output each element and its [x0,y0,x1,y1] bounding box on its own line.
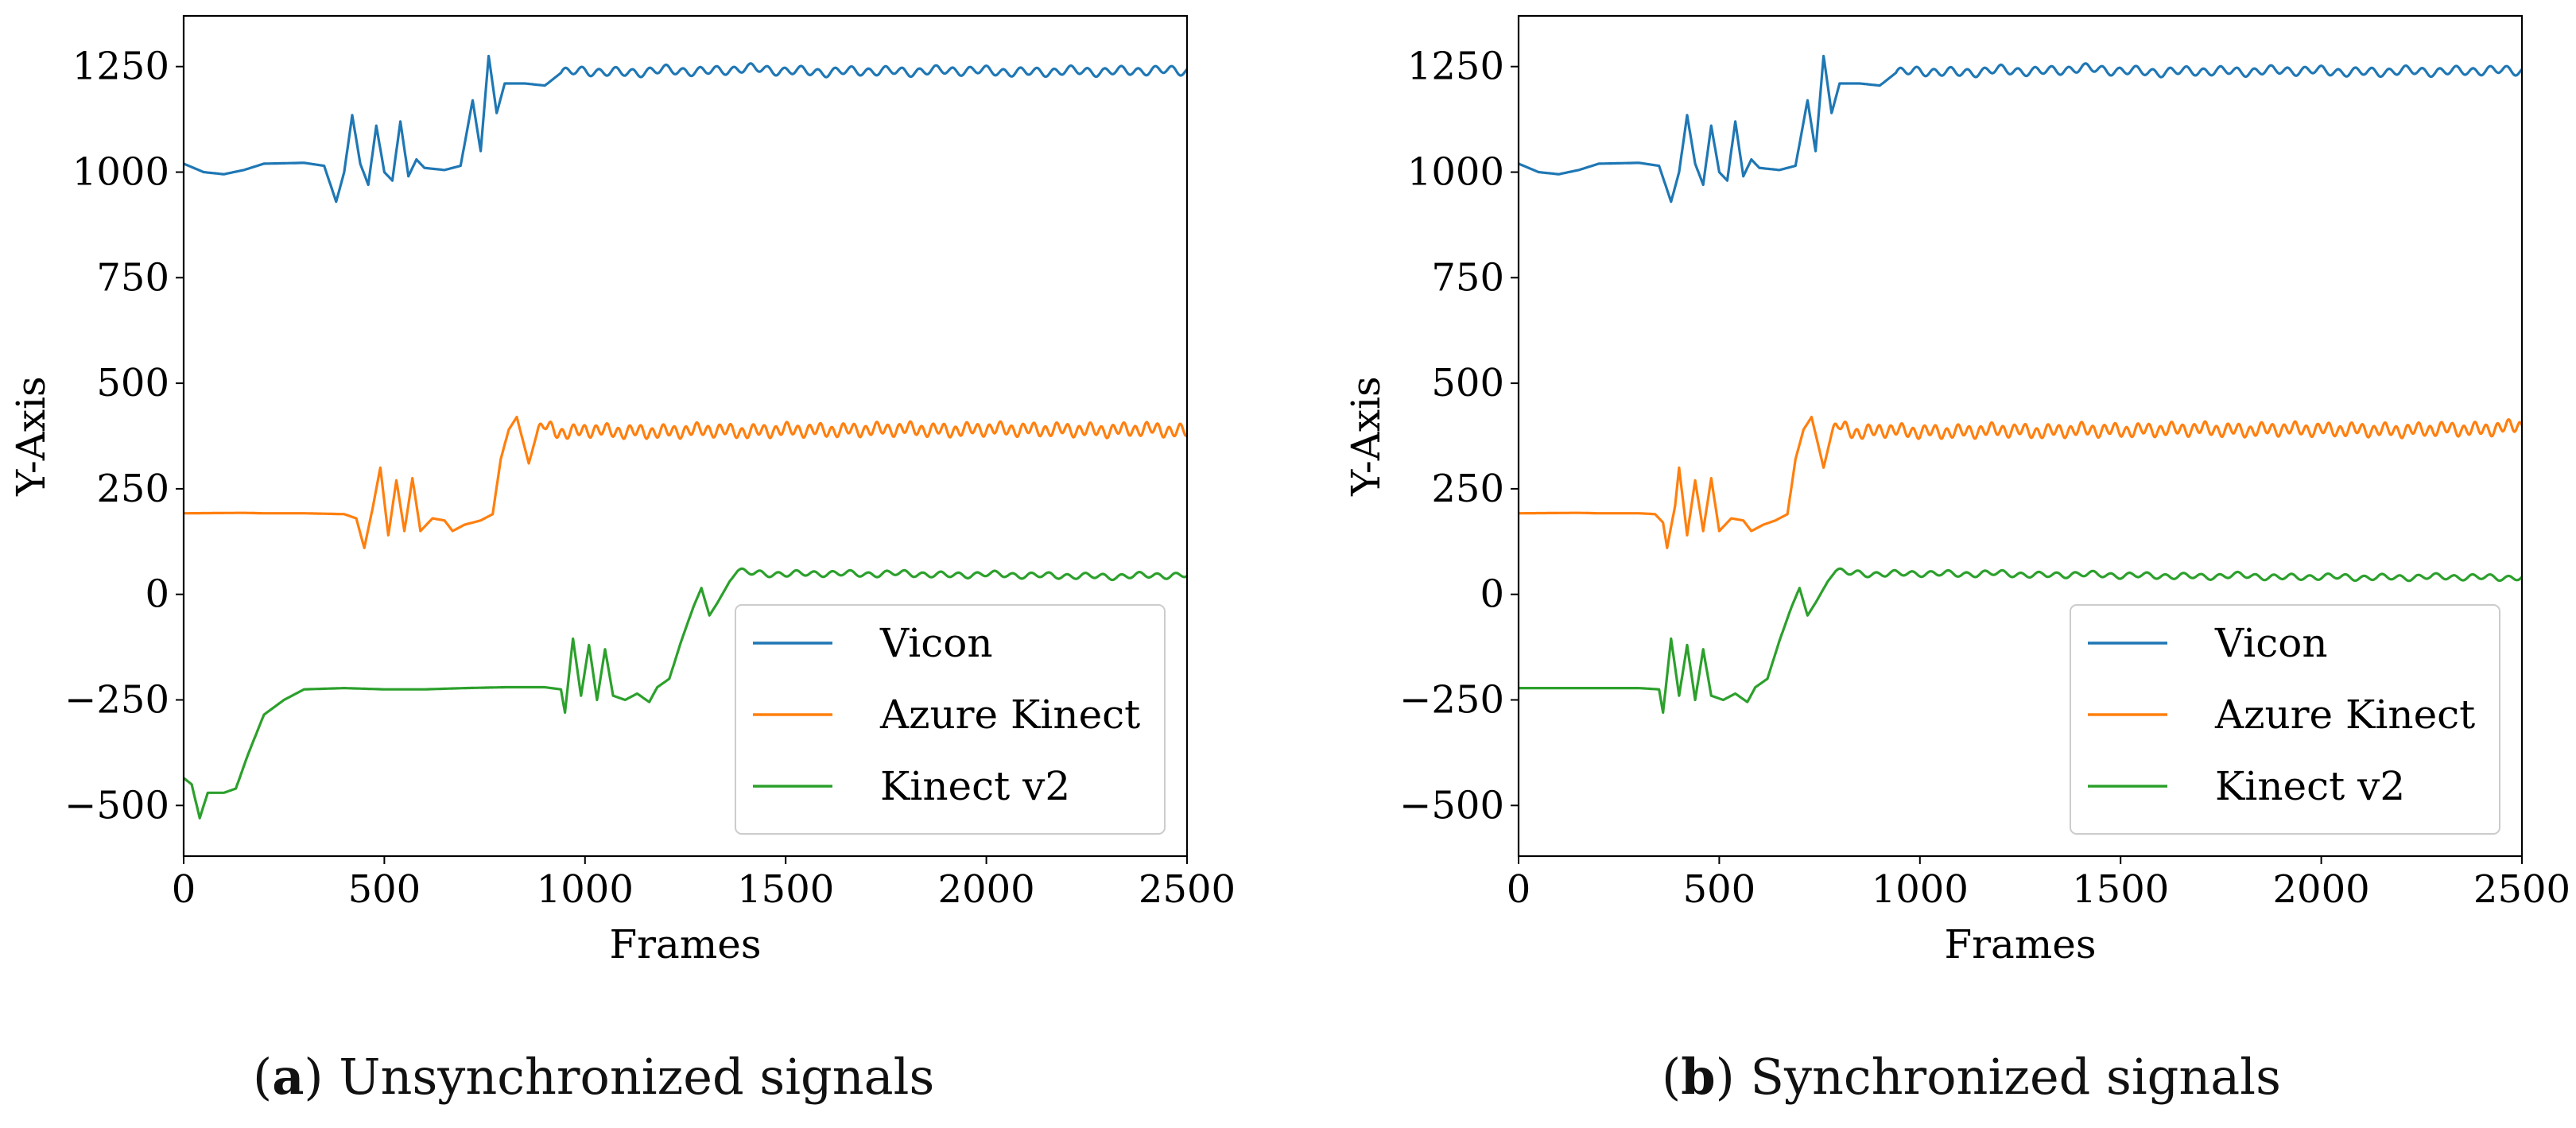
x-tick-label: 2000 [938,867,1035,912]
legend: Vicon Azure Kinect Kinect v2 [2070,604,2500,835]
x-tick-label: 1500 [737,867,834,912]
y-tick-label: 1000 [72,150,169,195]
series-line-kinect-v2 [184,567,1187,820]
chart-panel-b: 0 500 1000 1500 2000 2500 −500 −250 0 250 500 750 10… [1343,14,2570,967]
legend-label: Kinect v2 [880,763,1070,809]
y-tick-label: −250 [1399,677,1504,722]
series-line-azure-kinect [184,416,1187,549]
y-tick-label: −250 [64,677,169,722]
x-axis-label: Frames [1944,921,2096,967]
x-tick-label: 2500 [2473,867,2570,912]
x-tick-label: 500 [348,867,421,912]
caption-a-text: Unsynchronized signals [339,1048,935,1106]
x-tick-label: 1000 [1872,867,1969,912]
x-tick-label: 500 [1683,867,1756,912]
legend: Vicon Azure Kinect Kinect v2 [735,604,1166,835]
y-tick-label: 750 [96,255,169,300]
x-tick-label: 2000 [2273,867,2370,912]
y-tick-label: 1250 [72,45,169,89]
y-tick-label: −500 [64,783,169,828]
x-tick-label: 0 [172,867,196,912]
y-tick-label: 500 [1431,361,1504,405]
legend-label: Azure Kinect [879,692,1140,738]
x-tick-label: 1500 [2072,867,2169,912]
y-tick-label: 750 [1431,255,1504,300]
legend-label: Azure Kinect [2214,692,2475,738]
chart-panel-a: 0 500 1000 1500 2000 2500 −500 −250 0 250 500 750 10… [8,14,1236,967]
y-axis-label: Y-Axis [1343,376,1389,496]
caption-b: (b) Synchronized signals [1662,1048,2281,1106]
legend-label: Vicon [2214,620,2328,666]
series-line-kinect-v2 [1519,567,2522,714]
x-axis-label: Frames [609,921,761,967]
legend-label: Vicon [879,620,993,666]
x-tick-label: 1000 [537,867,634,912]
y-tick-label: −500 [1399,783,1504,828]
x-tick-label: 0 [1507,867,1531,912]
series-line-vicon [1519,54,2522,204]
legend-box [2070,604,2500,835]
y-tick-label: 250 [1431,467,1504,511]
plot-frame [1517,14,2524,858]
legend-box [735,604,1166,835]
caption-b-letter: b [1681,1048,1716,1106]
y-tick-label: 500 [96,361,169,405]
caption-a: (a) Unsynchronized signals [253,1048,935,1106]
y-tick-label: 1250 [1407,45,1504,89]
series-line-azure-kinect [1519,416,2522,549]
y-tick-label: 1000 [1407,150,1504,195]
series-line-vicon [184,54,1187,204]
y-tick-label: 0 [1480,572,1504,617]
y-tick-label: 0 [145,572,169,617]
caption-b-text: Synchronized signals [1750,1048,2281,1106]
y-axis-label: Y-Axis [8,376,54,496]
plot-frame [182,14,1189,858]
legend-label: Kinect v2 [2215,763,2405,809]
y-tick-label: 250 [96,467,169,511]
x-tick-label: 2500 [1139,867,1236,912]
caption-a-letter: a [272,1048,305,1106]
